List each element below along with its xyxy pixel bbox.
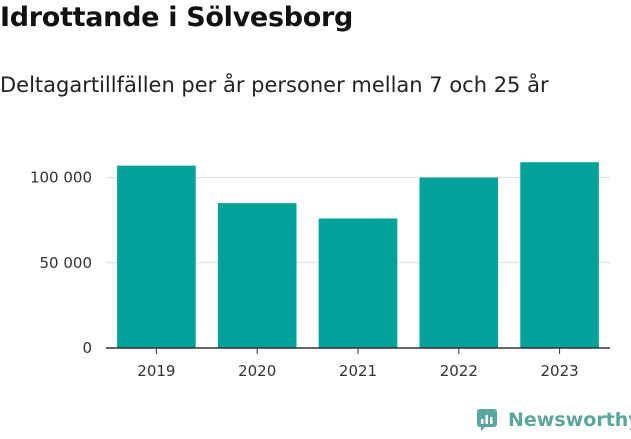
y-tick-label: 0 — [82, 339, 92, 357]
bar — [520, 162, 599, 348]
chart-title: Idrottande i Sölvesborg — [0, 2, 354, 33]
bar — [318, 218, 398, 348]
axes — [106, 347, 610, 354]
x-tick-label: 2019 — [137, 362, 175, 380]
chart-subtitle: Deltagartillfällen per år personer mella… — [0, 73, 549, 97]
y-tick-label: 50 000 — [40, 254, 93, 272]
brand-name: Newsworthy — [508, 409, 631, 431]
tick-labels: 0 50 000 100 000 2019 2020 2021 2022 2023 — [30, 169, 579, 380]
brand-logo: Newsworthy — [476, 408, 631, 432]
x-tick-label: 2023 — [541, 362, 579, 380]
bar — [419, 177, 499, 348]
x-tick-label: 2020 — [238, 362, 276, 380]
bars — [117, 162, 599, 348]
y-tick-label: 100 000 — [30, 169, 92, 187]
newsworthy-logo-icon — [477, 409, 497, 431]
bar — [217, 203, 297, 348]
bar — [117, 165, 196, 348]
x-tick-label: 2022 — [440, 362, 478, 380]
x-tick-label: 2021 — [339, 362, 377, 380]
